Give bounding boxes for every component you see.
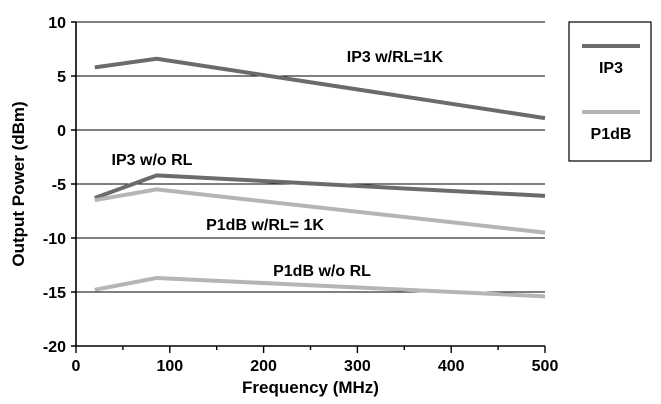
series-annotation: P1dB w/RL= 1K (206, 217, 324, 234)
legend-label-p1db: P1dB (591, 126, 632, 143)
gridlines (76, 21, 545, 293)
series-annotation: IP3 w/RL=1K (347, 49, 444, 66)
tick-labels: 10 5 0 -5 -10 -15 -20 0 100 200 300 400 500 (43, 15, 559, 375)
y-axis-title: Output Power (dBm) (9, 101, 28, 266)
series-line (94, 275, 546, 299)
y-tick-label: 5 (57, 69, 66, 86)
x-tick-label: 400 (438, 358, 465, 375)
x-axis-title: Frequency (MHz) (242, 378, 379, 397)
series-line (94, 56, 546, 121)
y-tick-label: 10 (48, 15, 66, 32)
y-tick-label: -15 (43, 285, 66, 302)
series-line (94, 173, 546, 200)
y-tick-label: -10 (43, 231, 66, 248)
legend-label-ip3: IP3 (599, 60, 623, 77)
x-tick-label: 500 (532, 358, 559, 375)
x-tick-label: 200 (250, 358, 277, 375)
x-tick-label: 100 (156, 358, 183, 375)
legend: IP3 P1dB (568, 21, 652, 162)
y-tick-label: 0 (57, 123, 66, 140)
series-line (94, 187, 546, 235)
y-tick-label: -20 (43, 339, 66, 356)
x-tick-label: 0 (72, 358, 81, 375)
series-annotation: IP3 w/o RL (112, 152, 193, 169)
series-annotations: IP3 w/RL=1K IP3 w/o RL P1dB w/RL= 1K P1dB w… (112, 49, 444, 280)
series-annotation: P1dB w/o RL (273, 263, 371, 280)
x-tick-label: 300 (344, 358, 371, 375)
y-tick-label: -5 (52, 177, 66, 194)
axes (71, 21, 546, 353)
series-lines (94, 56, 546, 299)
